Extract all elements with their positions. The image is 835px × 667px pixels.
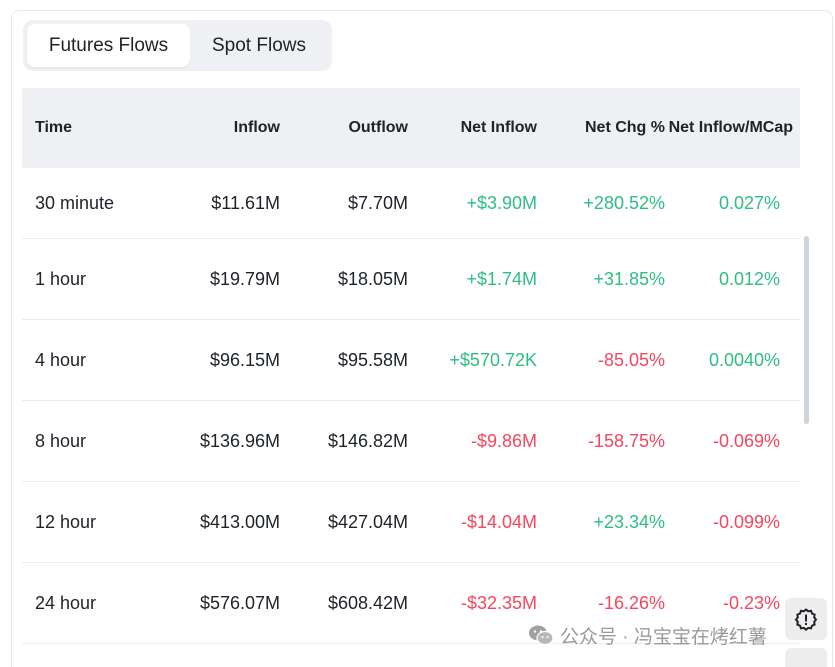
table-row: 30 minute $11.61M $7.70M +$3.90M +280.52% 0.0… <box>22 168 800 239</box>
table-body: 30 minute $11.61M $7.70M +$3.90M +280.52% 0.0… <box>22 168 800 644</box>
secondary-floating-button[interactable] <box>785 648 827 667</box>
table-row: 8 hour $136.96M $146.82M -$9.86M -158.75% -0.… <box>22 401 800 482</box>
cell-net-inflow-mcap: 0.012% <box>718 268 780 289</box>
cell-outflow: $95.58M <box>337 349 408 370</box>
table-row: 4 hour $96.15M $95.58M +$570.72K -85.05% 0.00… <box>22 320 800 401</box>
cell-time: 1 hour <box>35 268 87 289</box>
cell-inflow: $11.61M <box>211 192 280 213</box>
cell-outflow: $18.05M <box>337 268 408 289</box>
cell-outflow: $608.42M <box>327 592 408 613</box>
cell-net-inflow-mcap: -0.069% <box>712 430 780 451</box>
cell-net-chg: +23.34% <box>593 511 665 532</box>
header-net-inflow-mcap: Net Inflow/MCap <box>668 119 793 136</box>
cell-net-inflow: -$14.04M <box>460 511 537 532</box>
cell-inflow: $96.15M <box>209 349 280 370</box>
table-scrollbar[interactable] <box>804 236 809 424</box>
table-row: 1 hour $19.79M $18.05M +$1.74M +31.85% 0.012% <box>22 239 800 320</box>
watermark: 公众号 · 冯宝宝在烤红薯 <box>528 620 767 650</box>
cell-net-chg: -16.26% <box>597 592 665 613</box>
feedback-button[interactable] <box>785 598 827 640</box>
table-row: 12 hour $413.00M $427.04M -$14.04M +23.34% -0… <box>22 482 800 563</box>
header-time: Time <box>35 119 73 136</box>
cell-net-chg: +31.85% <box>593 268 665 289</box>
cell-inflow: $19.79M <box>209 268 280 289</box>
wechat-icon <box>529 625 554 646</box>
table-header: Time Inflow Outflow Net Inflow Net Chg %… <box>22 88 800 168</box>
cell-inflow: $136.96M <box>199 430 280 451</box>
cell-net-inflow: +$1.74M <box>466 268 537 289</box>
cell-net-inflow: -$32.35M <box>460 592 537 613</box>
cell-net-inflow: -$9.86M <box>470 430 537 451</box>
cell-net-inflow-mcap: 0.027% <box>718 192 780 213</box>
watermark-text: 公众号 · 冯宝宝在烤红薯 <box>560 626 767 648</box>
cell-net-chg: -85.05% <box>597 349 665 370</box>
cell-net-inflow: +$570.72K <box>449 349 537 370</box>
cell-time: 30 minute <box>35 192 115 213</box>
feedback-alert-icon <box>794 608 818 631</box>
table-row: 24 hour $576.07M $608.42M -$32.35M -16.26% -0… <box>22 563 800 644</box>
flow-type-tabs: Futures Flows Spot Flows <box>23 20 332 71</box>
cell-time: 12 hour <box>35 511 97 532</box>
cell-net-chg: -158.75% <box>587 430 665 451</box>
flows-table: Time Inflow Outflow Net Inflow Net Chg %… <box>22 88 800 644</box>
cell-time: 4 hour <box>35 349 87 370</box>
header-net-chg: Net Chg % <box>585 119 665 136</box>
header-inflow: Inflow <box>233 119 280 136</box>
cell-outflow: $427.04M <box>327 511 408 532</box>
cell-outflow: $146.82M <box>327 430 408 451</box>
cell-inflow: $576.07M <box>199 592 280 613</box>
header-outflow: Outflow <box>348 119 408 136</box>
tab-spot-flows[interactable]: Spot Flows <box>212 34 306 56</box>
tab-futures-flows[interactable]: Futures Flows <box>27 24 190 67</box>
cell-time: 24 hour <box>35 592 97 613</box>
cell-net-inflow-mcap: -0.099% <box>712 511 780 532</box>
cell-net-inflow-mcap: 0.0040% <box>708 349 780 370</box>
cell-net-chg: +280.52% <box>583 192 665 213</box>
cell-inflow: $413.00M <box>199 511 280 532</box>
cell-net-inflow-mcap: -0.23% <box>722 592 780 613</box>
header-net-inflow: Net Inflow <box>460 119 537 136</box>
cell-outflow: $7.70M <box>347 192 408 213</box>
cell-net-inflow: +$3.90M <box>466 192 537 213</box>
cell-time: 8 hour <box>35 430 87 451</box>
